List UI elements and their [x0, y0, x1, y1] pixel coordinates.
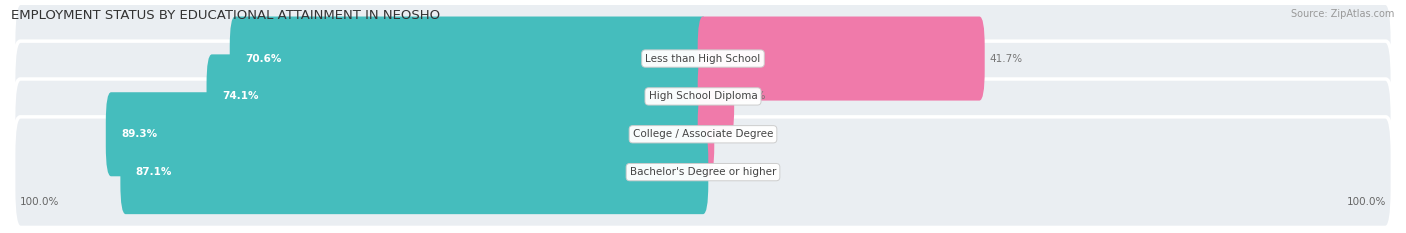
Text: College / Associate Degree: College / Associate Degree	[633, 129, 773, 139]
Text: 41.7%: 41.7%	[990, 54, 1022, 64]
Text: 87.1%: 87.1%	[135, 167, 172, 177]
Text: EMPLOYMENT STATUS BY EDUCATIONAL ATTAINMENT IN NEOSHO: EMPLOYMENT STATUS BY EDUCATIONAL ATTAINM…	[11, 9, 440, 22]
FancyBboxPatch shape	[697, 54, 734, 138]
FancyBboxPatch shape	[14, 41, 1392, 152]
FancyBboxPatch shape	[105, 92, 709, 176]
Text: 0.9%: 0.9%	[718, 129, 745, 139]
FancyBboxPatch shape	[121, 130, 709, 214]
Text: Source: ZipAtlas.com: Source: ZipAtlas.com	[1291, 9, 1395, 19]
Text: Less than High School: Less than High School	[645, 54, 761, 64]
FancyBboxPatch shape	[14, 79, 1392, 189]
Text: 100.0%: 100.0%	[20, 197, 59, 207]
Text: 3.9%: 3.9%	[738, 91, 765, 101]
Text: 89.3%: 89.3%	[121, 129, 157, 139]
FancyBboxPatch shape	[697, 17, 984, 101]
Text: High School Diploma: High School Diploma	[648, 91, 758, 101]
FancyBboxPatch shape	[207, 54, 709, 138]
FancyBboxPatch shape	[229, 17, 709, 101]
Text: 74.1%: 74.1%	[222, 91, 259, 101]
Text: Bachelor's Degree or higher: Bachelor's Degree or higher	[630, 167, 776, 177]
FancyBboxPatch shape	[14, 117, 1392, 227]
Text: 0.0%: 0.0%	[713, 167, 740, 177]
Text: 70.6%: 70.6%	[245, 54, 281, 64]
Text: 100.0%: 100.0%	[1347, 197, 1386, 207]
FancyBboxPatch shape	[697, 92, 714, 176]
FancyBboxPatch shape	[14, 3, 1392, 114]
